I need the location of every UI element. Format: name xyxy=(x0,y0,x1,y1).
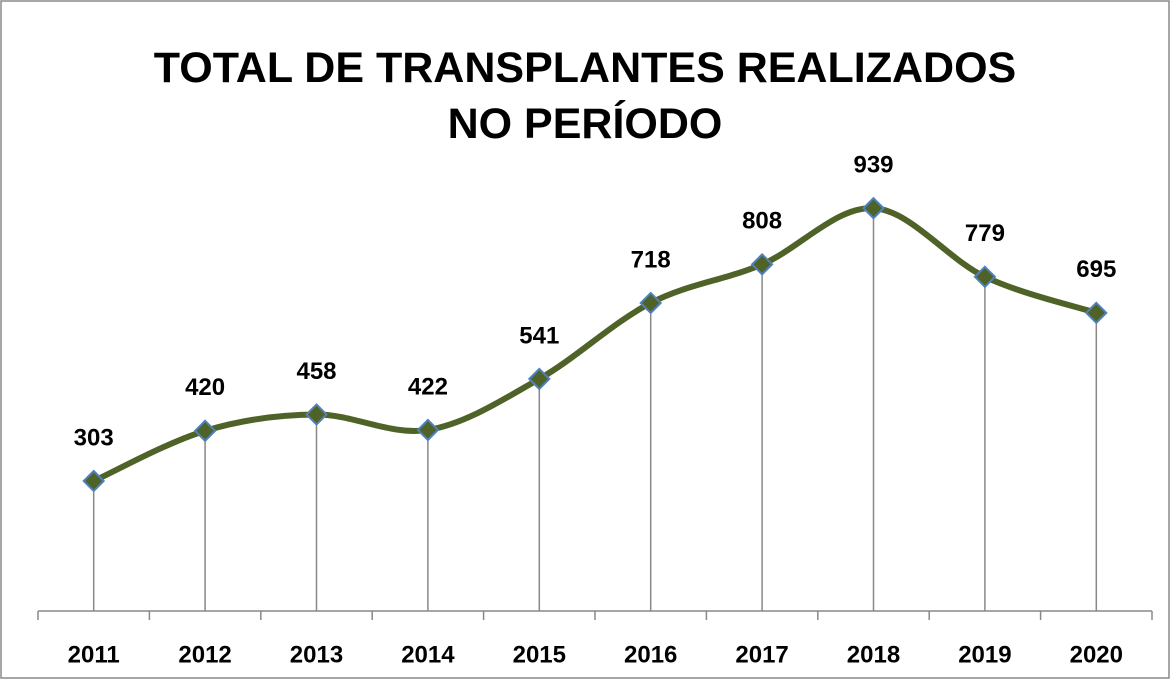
line xyxy=(90,205,1100,485)
data-label: 718 xyxy=(631,246,671,273)
x-tick-label: 2019 xyxy=(958,641,1011,668)
data-label: 939 xyxy=(853,152,893,179)
data-label: 808 xyxy=(742,208,782,235)
data-label: 541 xyxy=(519,322,559,349)
data-label: 458 xyxy=(296,358,336,385)
x-tick-label: 2014 xyxy=(401,641,455,668)
data-label: 422 xyxy=(408,373,448,400)
marker xyxy=(527,367,551,391)
x-tick-label: 2013 xyxy=(290,641,343,668)
marker xyxy=(305,403,328,426)
marker xyxy=(416,418,440,442)
x-tick-label: 2018 xyxy=(847,641,900,668)
marker xyxy=(750,252,774,276)
marker xyxy=(862,196,885,220)
data-label: 779 xyxy=(965,220,1005,247)
marker xyxy=(82,469,106,493)
data-label: 695 xyxy=(1076,256,1116,283)
data-label: 303 xyxy=(74,424,114,451)
x-tick-label: 2017 xyxy=(735,641,788,668)
x-tick-label: 2016 xyxy=(624,641,677,668)
marker xyxy=(973,265,997,289)
x-tick-label: 2011 xyxy=(68,641,120,668)
x-tick-label: 2015 xyxy=(513,641,566,668)
x-tick-label: 2012 xyxy=(178,641,231,668)
chart-title: TOTAL DE TRANSPLANTES REALIZADOS NO PERÍ… xyxy=(153,44,1017,148)
data-label: 420 xyxy=(185,374,225,401)
marker xyxy=(193,419,217,443)
x-tick-label: 2020 xyxy=(1070,641,1123,668)
marker xyxy=(639,291,663,315)
marker xyxy=(1084,301,1108,325)
